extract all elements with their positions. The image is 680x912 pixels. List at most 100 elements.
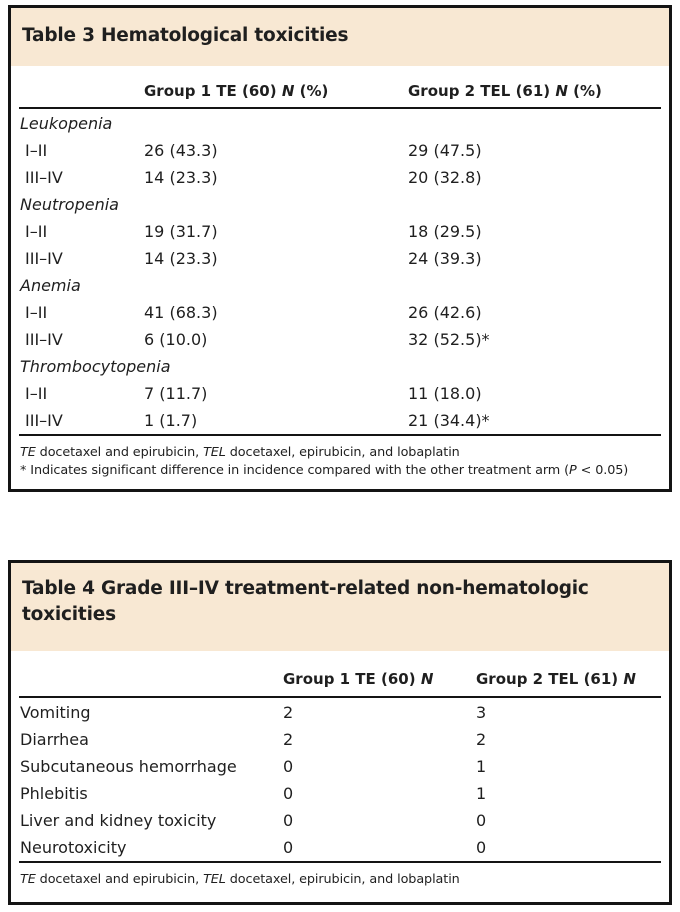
- row-value-group2: 0: [476, 811, 487, 830]
- row-value-group2: 18 (29.5): [408, 222, 482, 241]
- row-label: Diarrhea: [20, 730, 89, 749]
- abbr-tel: TEL: [203, 445, 226, 460]
- table-row: Liver and kidney toxicity 0 0: [11, 807, 669, 834]
- row-label: III–IV: [25, 249, 63, 268]
- group1-header-suffix: (%): [294, 82, 329, 100]
- row-value-group2: [408, 191, 669, 218]
- abbr-te: TE: [20, 872, 36, 887]
- row-value-group2: 3: [476, 703, 487, 722]
- row-label: Leukopenia: [20, 114, 113, 133]
- table4-title: Table 4 Grade III–IV treatment-related n…: [22, 578, 589, 625]
- row-value-group2: 32 (52.5)*: [408, 330, 490, 349]
- table-row: III–IV 6 (10.0) 32 (52.5)*: [11, 326, 669, 353]
- row-value-group2: [408, 110, 669, 137]
- group2-header-n: N: [555, 82, 568, 100]
- row-value-group1: [144, 110, 408, 137]
- row-value-group1: 0: [283, 784, 294, 803]
- row-value-group2: 2: [476, 730, 487, 749]
- table-row: III–IV 14 (23.3) 24 (39.3): [11, 245, 669, 272]
- row-value-group2: 11 (18.0): [408, 384, 482, 403]
- row-value-group1: [144, 272, 408, 299]
- row-label: Liver and kidney toxicity: [20, 811, 217, 830]
- table3-footer-rule: [19, 434, 661, 436]
- row-value-group2: 24 (39.3): [408, 249, 482, 268]
- table3-column-header-spacer: [20, 81, 144, 101]
- group2-header-suffix: (%): [567, 82, 602, 100]
- row-label: III–IV: [25, 168, 63, 187]
- table3-title-band: Table 3 Hematological toxicities: [11, 8, 669, 66]
- table4-column-header-row: Group 1 TE (60) N Group 2 TEL (61) N: [11, 651, 669, 696]
- abbreviation-footnote: TE docetaxel and epirubicin, TEL docetax…: [20, 444, 659, 462]
- abbr-te: TE: [20, 445, 36, 460]
- group2-header-text: Group 2 TEL (61): [476, 670, 624, 688]
- row-value-group2: 26 (42.6): [408, 303, 482, 322]
- row-value-group2: [408, 272, 669, 299]
- table4-column-header-spacer: [20, 669, 283, 689]
- table-row: I–II 7 (11.7) 11 (18.0): [11, 380, 669, 407]
- row-value-group1: 2: [283, 703, 294, 722]
- footnote-text: docetaxel, epirubicin, and lobaplatin: [225, 872, 460, 887]
- row-value-group2: [408, 353, 669, 380]
- row-label: Vomiting: [20, 703, 91, 722]
- table-row: III–IV 14 (23.3) 20 (32.8): [11, 164, 669, 191]
- row-label: Anemia: [20, 276, 81, 295]
- table3-header-rule: [19, 107, 661, 109]
- table-row: Neurotoxicity 0 0: [11, 834, 669, 861]
- row-label: Neutropenia: [20, 195, 119, 214]
- row-label: III–IV: [25, 411, 63, 430]
- table-row: I–II 26 (43.3) 29 (47.5): [11, 137, 669, 164]
- row-label: I–II: [25, 141, 48, 160]
- table4-body: Vomiting 2 3 Diarrhea 2 2 Subcutaneous h…: [11, 698, 669, 861]
- group1-header-n: N: [420, 670, 434, 688]
- table-row: Subcutaneous hemorrhage 0 1: [11, 753, 669, 780]
- footnote-text: docetaxel and epirubicin,: [35, 445, 204, 460]
- table4-card: Table 4 Grade III–IV treatment-related n…: [8, 560, 672, 905]
- row-label: Thrombocytopenia: [20, 357, 171, 376]
- row-value-group2: 21 (34.4)*: [408, 411, 490, 430]
- table3-column-header-group2: Group 2 TEL (61) N (%): [408, 81, 669, 101]
- p-value-symbol: P: [569, 463, 577, 478]
- group1-header-n: N: [281, 82, 295, 100]
- row-value-group1: 14 (23.3): [144, 249, 218, 268]
- row-value-group2: 1: [476, 784, 487, 803]
- row-value-group1: [144, 353, 408, 380]
- row-value-group1: 41 (68.3): [144, 303, 218, 322]
- row-label: I–II: [25, 222, 48, 241]
- row-label: Phlebitis: [20, 784, 88, 803]
- abbr-tel: TEL: [203, 872, 226, 887]
- table-row: I–II 41 (68.3) 26 (42.6): [11, 299, 669, 326]
- table-row: I–II 19 (31.7) 18 (29.5): [11, 218, 669, 245]
- table4-header-rule: [19, 696, 661, 698]
- row-value-group1: 19 (31.7): [144, 222, 218, 241]
- row-value-group1: 26 (43.3): [144, 141, 218, 160]
- significance-footnote: * Indicates significant difference in in…: [20, 462, 659, 480]
- table-row: Diarrhea 2 2: [11, 726, 669, 753]
- footnote-text: docetaxel, epirubicin, and lobaplatin: [225, 445, 460, 460]
- table4-footer-rule: [19, 861, 661, 863]
- row-value-group1: 7 (11.7): [144, 384, 208, 403]
- row-label: Subcutaneous hemorrhage: [20, 757, 237, 776]
- table4-column-header-group2: Group 2 TEL (61) N: [476, 669, 669, 689]
- abbreviation-footnote: TE docetaxel and epirubicin, TEL docetax…: [20, 871, 659, 889]
- table-row: Phlebitis 0 1: [11, 780, 669, 807]
- row-label: I–II: [25, 303, 48, 322]
- row-value-group2: 29 (47.5): [408, 141, 482, 160]
- row-label: Neurotoxicity: [20, 838, 127, 857]
- table4-title-band: Table 4 Grade III–IV treatment-related n…: [11, 563, 669, 651]
- table-row: III–IV 1 (1.7) 21 (34.4)*: [11, 407, 669, 434]
- table4-column-header-group1: Group 1 TE (60) N: [283, 669, 476, 689]
- row-value-group1: 0: [283, 811, 294, 830]
- group2-header-n: N: [623, 670, 636, 688]
- table3-column-header-group1: Group 1 TE (60) N (%): [144, 81, 408, 101]
- row-value-group2: 20 (32.8): [408, 168, 482, 187]
- row-value-group1: 2: [283, 730, 294, 749]
- footnote-text: < 0.05): [576, 463, 629, 478]
- group1-header-text: Group 1 TE (60): [144, 82, 282, 100]
- table3-title: Table 3 Hematological toxicities: [22, 25, 349, 46]
- row-value-group1: 1 (1.7): [144, 411, 198, 430]
- row-label: III–IV: [25, 330, 63, 349]
- row-value-group1: [144, 191, 408, 218]
- table3-body: Leukopenia I–II 26 (43.3) 29 (47.5) III–…: [11, 109, 669, 434]
- group1-header-text: Group 1 TE (60): [283, 670, 421, 688]
- table3-card: Table 3 Hematological toxicities Group 1…: [8, 5, 672, 492]
